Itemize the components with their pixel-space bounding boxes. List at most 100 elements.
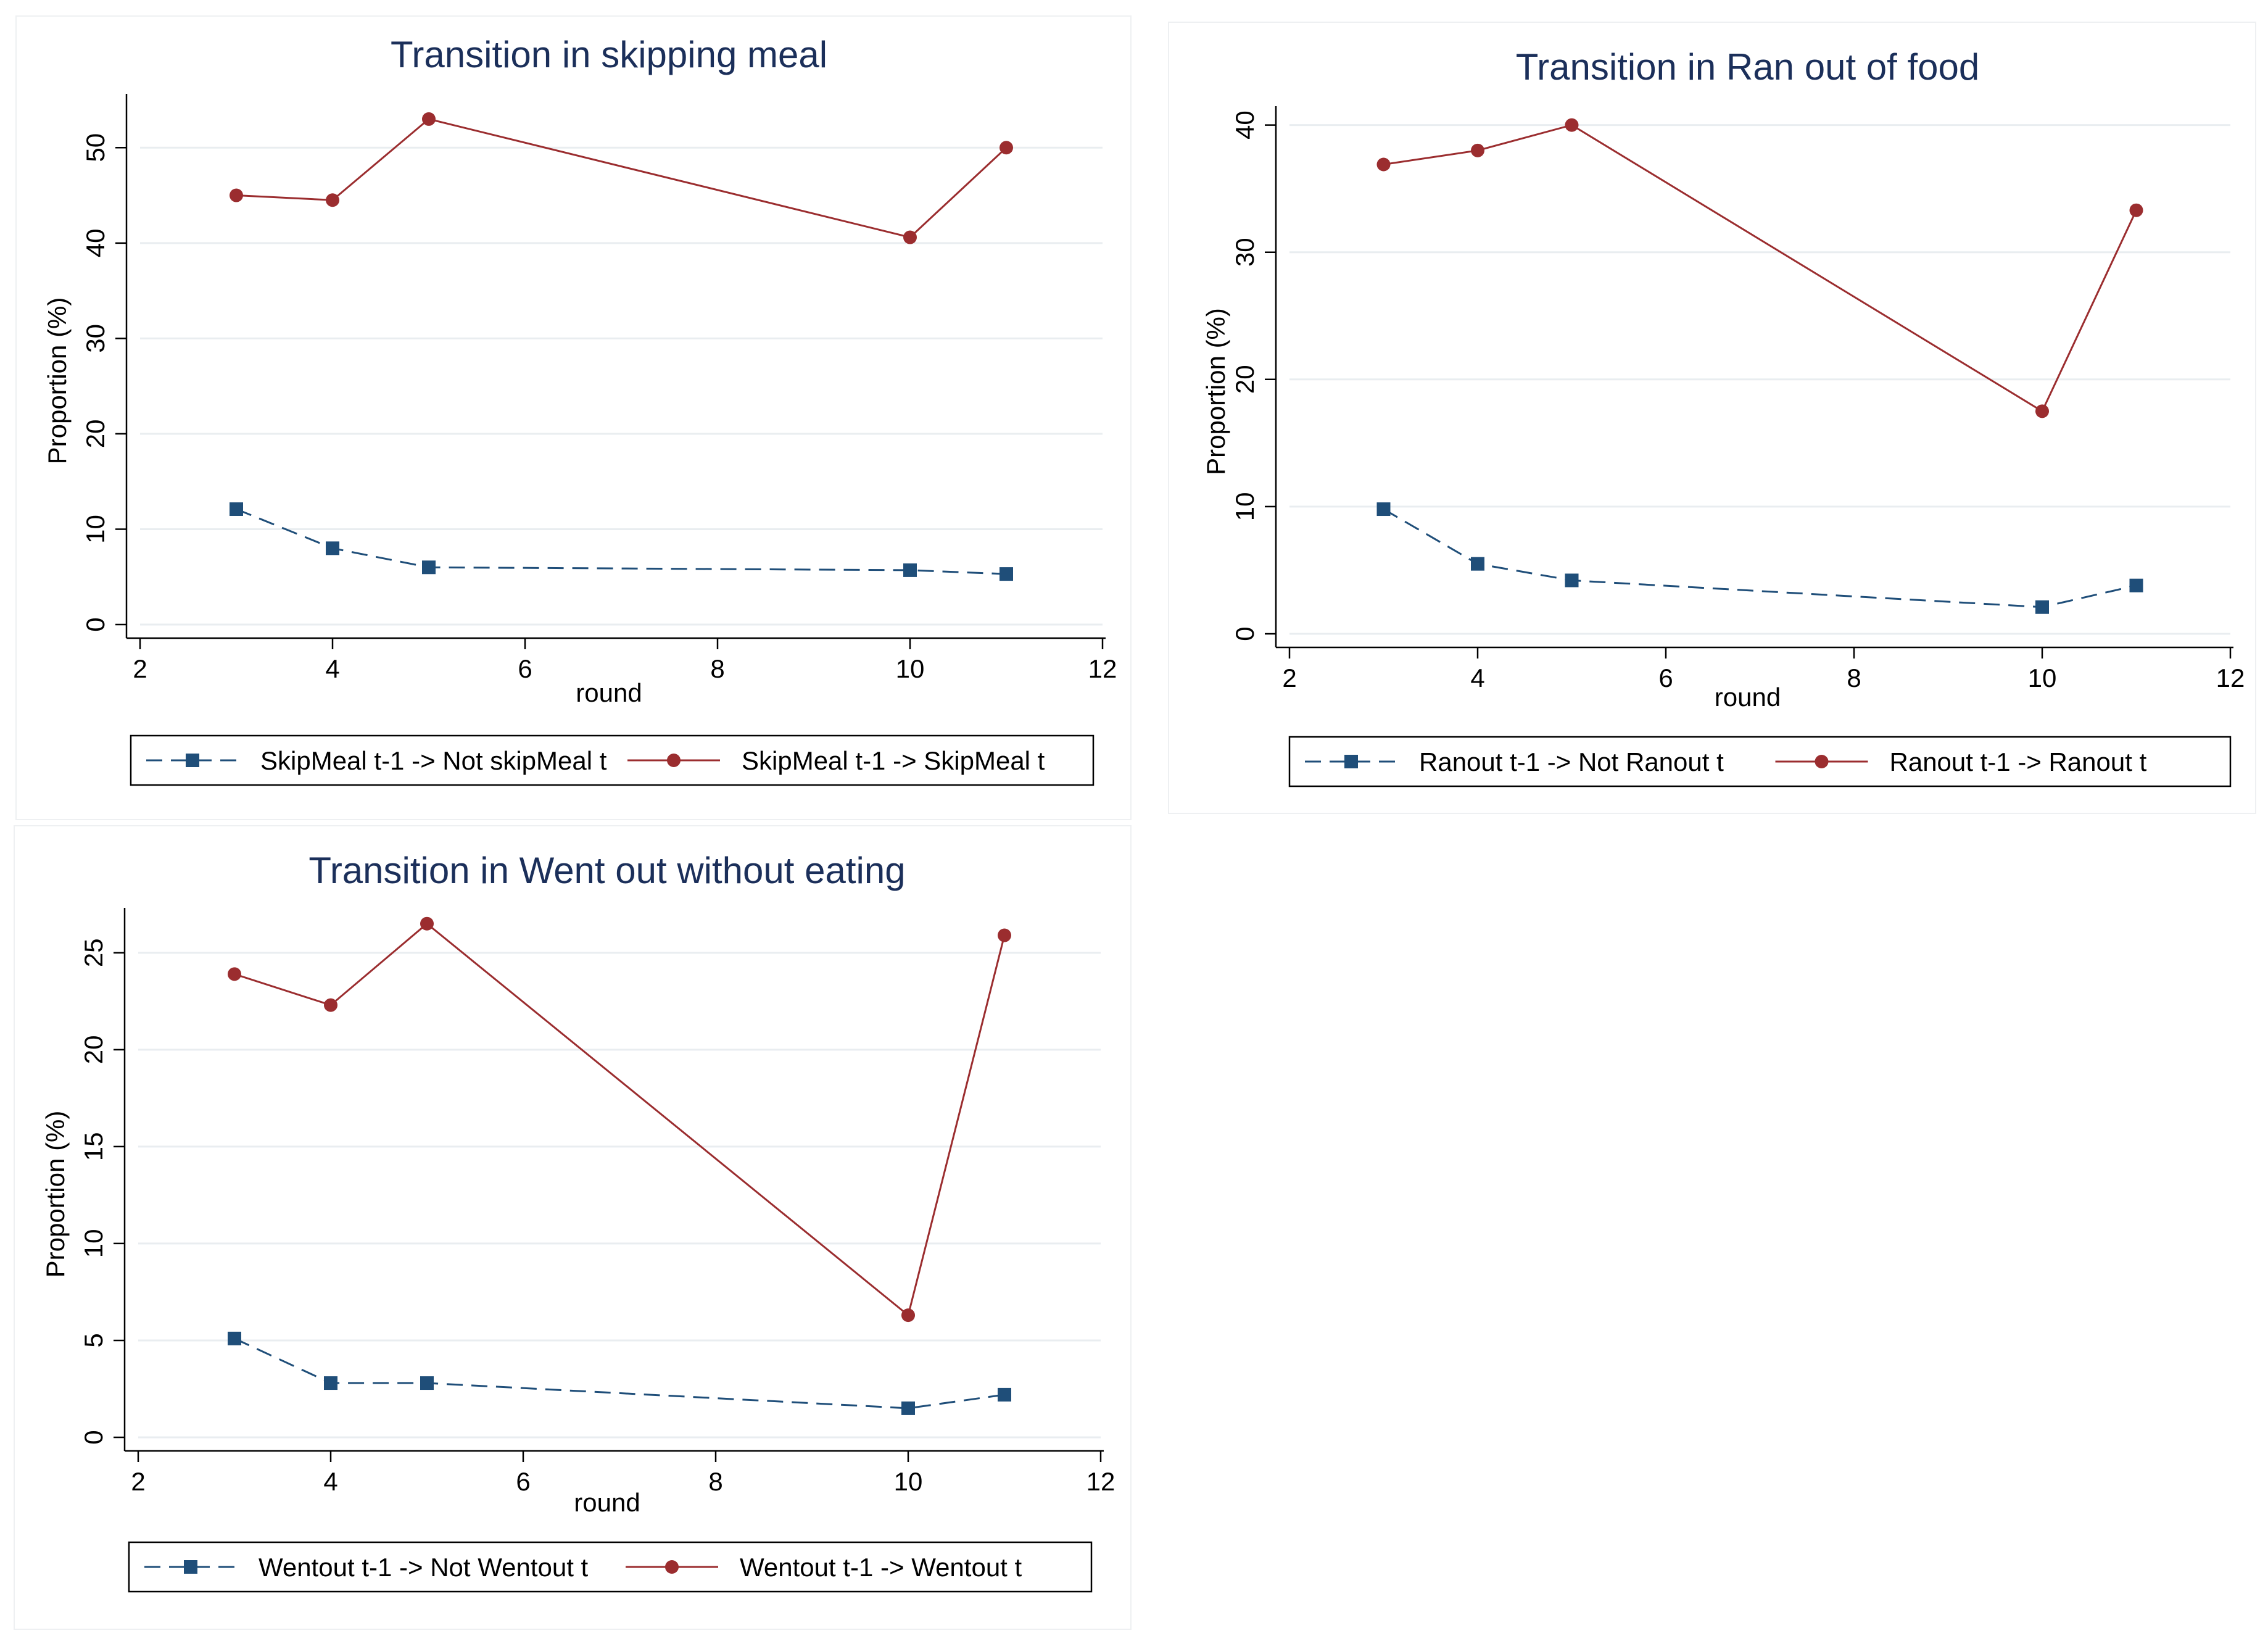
y-axis-label: Proportion (%) (1201, 308, 1230, 475)
chart-skip-meal: 0 10 20 30 40 50 2 4 6 8 10 12 Transition in skippin… (43, 34, 1117, 786)
data-point-square (999, 567, 1013, 581)
data-point-circle (903, 230, 917, 244)
legend: Ranout t-1 -> Not Ranout t Ranout t-1 -> … (1288, 736, 2232, 787)
data-point-square (420, 1376, 434, 1390)
legend-marker-circle (667, 754, 681, 767)
x-tick-label: 8 (710, 654, 724, 683)
y-tick-label: 10 (1230, 492, 1259, 521)
x-axis-label: round (574, 1488, 640, 1517)
legend-box (1288, 736, 2232, 787)
legend-label-0: SkipMeal t-1 -> Not skipMeal t (260, 746, 607, 775)
x-axis-label: round (1715, 683, 1781, 712)
legend-label-1: SkipMeal t-1 -> SkipMeal t (742, 746, 1045, 775)
legend-box (128, 1541, 1093, 1593)
data-point-square (324, 1376, 337, 1390)
data-point-circle (2035, 404, 2049, 418)
data-point-square (901, 1401, 915, 1415)
legend-box (130, 734, 1095, 786)
data-point-square (326, 541, 339, 555)
data-point-circle (326, 193, 339, 207)
y-tick-label: 10 (81, 515, 110, 544)
x-tick-label: 6 (516, 1467, 530, 1496)
legend-label-1: Wentout t-1 -> Wentout t (740, 1553, 1022, 1582)
series-line-0 (236, 508, 1007, 575)
y-tick-label: 20 (81, 420, 110, 449)
y-tick-label: 20 (1230, 365, 1259, 394)
legend-marker-square (1344, 755, 1358, 768)
series-line-0 (234, 1337, 1005, 1410)
x-tick-label: 10 (894, 1467, 923, 1496)
data-point-square (422, 560, 436, 575)
data-point-circle (422, 112, 436, 126)
data-point-circle (228, 967, 241, 981)
x-tick-label: 10 (2028, 663, 2057, 692)
y-tick-label: 20 (79, 1035, 108, 1064)
series-line-0 (1383, 508, 2137, 609)
x-tick-label: 2 (131, 1467, 145, 1496)
chart-title: Transition in Went out without eating (308, 850, 905, 891)
x-tick-label: 4 (323, 1467, 337, 1496)
data-point-circle (998, 928, 1011, 942)
chart-went-out-without-eating: 0 5 10 15 20 25 2 4 6 8 10 12 Transition in Went out… (41, 850, 1115, 1593)
y-tick-label: 0 (79, 1430, 108, 1444)
x-tick-label: 12 (1088, 654, 1117, 683)
y-tick-label: 25 (79, 938, 108, 967)
x-tick-label: 12 (2216, 663, 2245, 692)
x-tick-label: 8 (1847, 663, 1861, 692)
data-point-square (1376, 502, 1391, 517)
legend: Wentout t-1 -> Not Wentout t Wentout t-1 … (128, 1541, 1093, 1593)
data-point-circle (901, 1308, 915, 1323)
y-tick-label: 10 (79, 1229, 108, 1258)
data-point-square (2129, 578, 2143, 592)
data-point-circle (999, 141, 1013, 155)
y-tick-label: 30 (1230, 238, 1259, 267)
y-tick-label: 0 (1230, 626, 1259, 641)
x-tick-label: 2 (1282, 663, 1296, 692)
data-point-square (903, 563, 917, 577)
y-tick-label: 30 (81, 324, 110, 353)
x-tick-label: 2 (133, 654, 147, 683)
x-tick-label: 6 (1658, 663, 1673, 692)
data-point-square (1565, 573, 1579, 588)
data-point-circle (2129, 203, 2143, 217)
chart-title: Transition in skipping meal (391, 34, 827, 75)
data-point-square (1471, 557, 1484, 571)
legend: SkipMeal t-1 -> Not skipMeal t SkipMeal t… (130, 734, 1095, 786)
data-point-circle (420, 916, 434, 931)
y-tick-label: 5 (79, 1333, 108, 1347)
data-point-square (228, 1331, 241, 1345)
chart-panel-went-out-without-eating: 0 5 10 15 20 25 2 4 6 8 10 12 Transition in Went out… (14, 825, 1132, 1630)
data-point-circle (230, 188, 243, 202)
data-point-circle (1376, 157, 1391, 172)
series-line-1 (236, 118, 1008, 239)
y-tick-label: 40 (1230, 110, 1259, 139)
data-point-square (2035, 600, 2049, 614)
y-axis-label: Proportion (%) (43, 297, 72, 465)
y-axis-label: Proportion (%) (41, 1111, 70, 1278)
x-tick-label: 6 (518, 654, 532, 683)
series-line-1 (234, 922, 1006, 1317)
data-point-square (230, 502, 243, 516)
chart-panel-ran-out-of-food: 0 10 20 30 40 2 4 6 8 10 12 Transition in Ran out o… (1168, 22, 2256, 814)
legend-marker-square (186, 754, 199, 767)
x-tick-label: 4 (325, 654, 339, 683)
legend-label-0: Wentout t-1 -> Not Wentout t (259, 1553, 589, 1582)
series-line-1 (1383, 123, 2137, 413)
chart-panel-skip-meal: 0 10 20 30 40 50 2 4 6 8 10 12 Transition in skippin… (15, 15, 1132, 820)
data-point-square (998, 1387, 1011, 1402)
legend-label-1: Ranout t-1 -> Ranout t (1890, 747, 2147, 776)
data-point-circle (1471, 143, 1484, 157)
data-point-circle (1565, 118, 1579, 132)
x-tick-label: 4 (1470, 663, 1484, 692)
legend-marker-square (184, 1560, 197, 1574)
legend-marker-circle (1815, 755, 1829, 768)
y-tick-label: 50 (81, 133, 110, 162)
y-tick-label: 0 (81, 617, 110, 631)
x-tick-label: 12 (1086, 1467, 1115, 1496)
x-axis-label: round (576, 678, 642, 707)
chart-title: Transition in Ran out of food (1516, 46, 1980, 88)
y-tick-label: 15 (79, 1132, 108, 1161)
y-tick-label: 40 (81, 228, 110, 257)
data-point-circle (324, 998, 337, 1012)
x-tick-label: 8 (708, 1467, 722, 1496)
